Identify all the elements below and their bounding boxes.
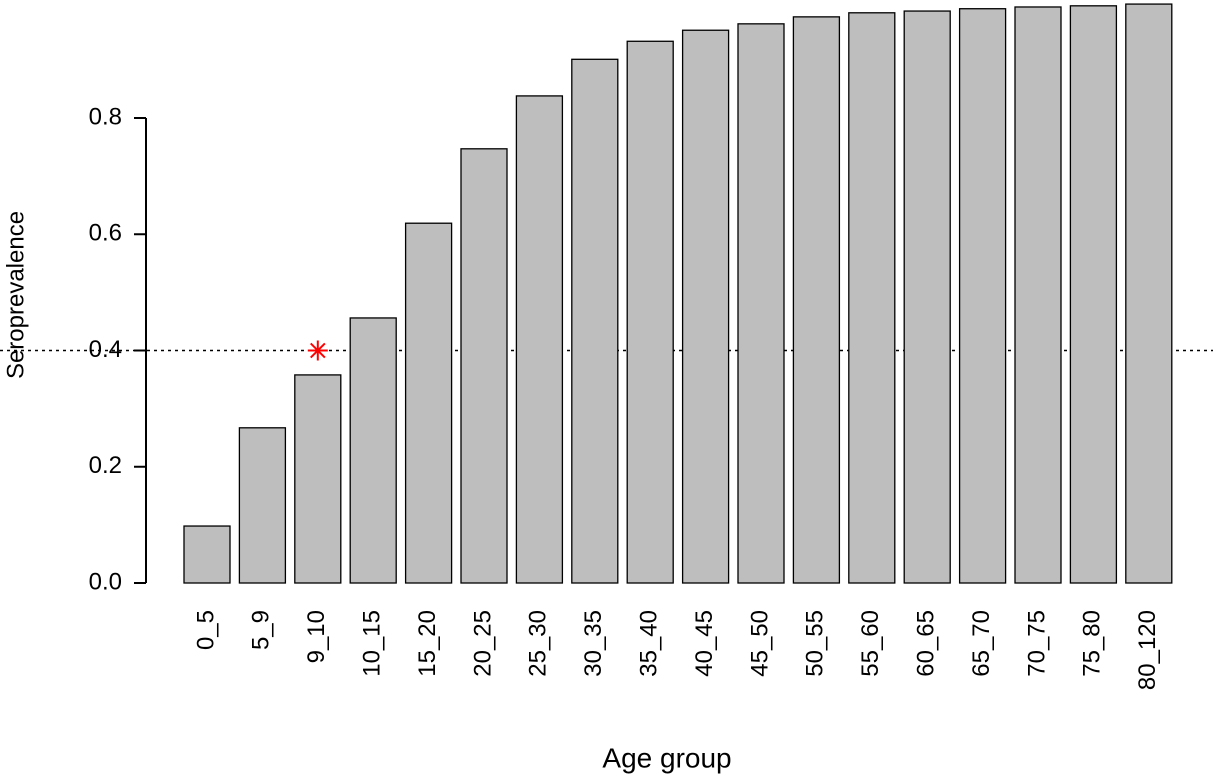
y-tick-label: 0.2	[89, 452, 122, 479]
x-tick-label: 40_45	[691, 610, 718, 677]
x-tick-label: 65_70	[968, 610, 995, 677]
bar	[626, 40, 674, 584]
x-tick-label: 5_9	[248, 610, 275, 650]
marker-stroke	[310, 342, 326, 359]
x-tick-label: 45_50	[746, 610, 773, 677]
bar	[903, 10, 951, 584]
x-tick-label: 75_80	[1079, 610, 1106, 677]
bar	[183, 525, 231, 584]
x-tick-label: 0_5	[192, 610, 219, 650]
y-tick-label: 0.4	[89, 336, 122, 363]
x-tick-label: 25_30	[525, 610, 552, 677]
bar	[515, 95, 564, 584]
x-tick-label: 80_120	[1134, 610, 1161, 690]
x-tick-label: 50_55	[802, 610, 829, 677]
y-tick-label: 0.0	[89, 568, 122, 595]
x-tick-label: 55_60	[857, 610, 884, 677]
bar	[294, 374, 342, 584]
x-axis-title: Age group	[602, 742, 731, 773]
x-tick-label: 15_20	[414, 610, 441, 677]
x-tick-label: 10_15	[359, 610, 386, 677]
bar	[958, 8, 1007, 584]
y-tick-label: 0.8	[89, 103, 122, 130]
x-tick-label: 60_65	[913, 610, 940, 677]
bar	[681, 29, 730, 584]
x-tick-label: 70_75	[1023, 610, 1050, 677]
bar	[848, 12, 896, 584]
bar	[238, 427, 287, 584]
x-tick-label: 35_40	[636, 610, 663, 677]
y-tick-label: 0.6	[89, 220, 122, 247]
bar	[1014, 6, 1062, 584]
bar	[792, 16, 841, 584]
x-tick-label: 9_10	[303, 610, 330, 663]
marker	[307, 340, 328, 361]
x-tick-label: 30_35	[580, 610, 607, 677]
y-axis-title: Seroprevalence	[2, 211, 29, 379]
bar	[349, 317, 397, 584]
bar	[460, 148, 508, 584]
x-tick-label: 20_25	[469, 610, 496, 677]
bar	[1069, 5, 1118, 584]
bar	[404, 222, 453, 584]
bar	[1125, 3, 1173, 584]
bar	[571, 58, 619, 584]
bar	[737, 23, 785, 584]
